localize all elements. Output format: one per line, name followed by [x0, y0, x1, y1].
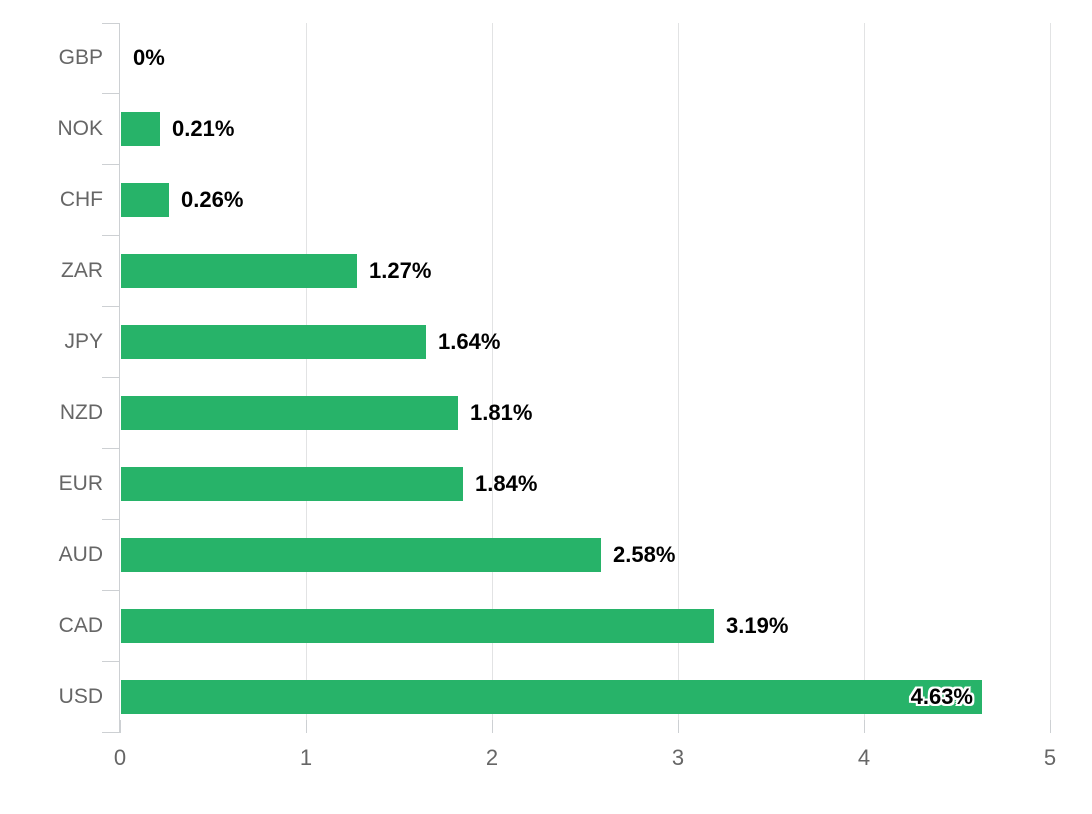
bar	[121, 254, 357, 289]
x-axis-tick-label: 1	[299, 745, 313, 770]
y-axis-tick	[102, 660, 120, 662]
category-label: ZAR	[61, 259, 103, 283]
y-axis-tick	[102, 93, 120, 95]
bar	[121, 679, 982, 714]
x-axis-tick	[305, 720, 307, 733]
category-label: AUD	[58, 542, 103, 566]
gridline	[677, 23, 679, 720]
category-label: NZD	[59, 400, 103, 424]
bar	[121, 466, 463, 501]
category-label: USD	[58, 684, 103, 708]
y-axis-tick	[102, 306, 120, 308]
value-label: 4.63%	[910, 683, 973, 709]
bar	[121, 325, 426, 360]
gridline	[863, 23, 865, 720]
category-label: JPY	[64, 330, 103, 354]
gridline	[305, 23, 307, 720]
value-label: 1.84%	[475, 470, 538, 496]
category-label: EUR	[58, 471, 103, 495]
x-axis-tick-label: 4	[857, 745, 871, 770]
value-label: 2.58%	[613, 541, 676, 567]
bar	[121, 112, 160, 147]
value-label: 0.21%	[172, 116, 235, 142]
x-axis-tick-label: 0	[113, 745, 127, 770]
x-axis-tick-label: 2	[485, 745, 499, 770]
x-axis-tick	[491, 720, 493, 733]
value-label: 1.64%	[438, 329, 501, 355]
value-label: 3.19%	[726, 612, 789, 638]
y-axis-tick	[102, 164, 120, 166]
y-axis-tick	[102, 447, 120, 449]
category-label: CAD	[58, 613, 103, 637]
x-axis-tick-label: 3	[671, 745, 685, 770]
y-axis-tick	[102, 589, 120, 591]
x-axis-tick	[677, 720, 679, 733]
y-axis-tick	[102, 377, 120, 378]
category-label: GBP	[58, 46, 103, 70]
value-label: 1.81%	[470, 399, 533, 425]
value-label: 1.27%	[369, 258, 432, 284]
bar	[121, 537, 601, 572]
gridline	[1049, 23, 1051, 720]
x-axis-tick-label: 5	[1043, 745, 1057, 770]
bar	[121, 183, 169, 218]
gridline	[491, 23, 493, 720]
category-label: NOK	[57, 117, 103, 141]
value-label: 0%	[133, 45, 165, 71]
bar	[121, 395, 458, 430]
y-axis-tick	[102, 235, 120, 237]
bar	[121, 608, 714, 643]
y-axis-tick	[102, 518, 120, 520]
x-axis-tick	[863, 720, 865, 733]
value-label: 0.26%	[181, 187, 244, 213]
y-axis-tick	[102, 731, 120, 733]
x-axis-tick	[119, 720, 121, 733]
category-label: CHF	[59, 188, 103, 212]
y-axis-tick	[102, 22, 120, 24]
x-axis-tick	[1049, 720, 1051, 733]
